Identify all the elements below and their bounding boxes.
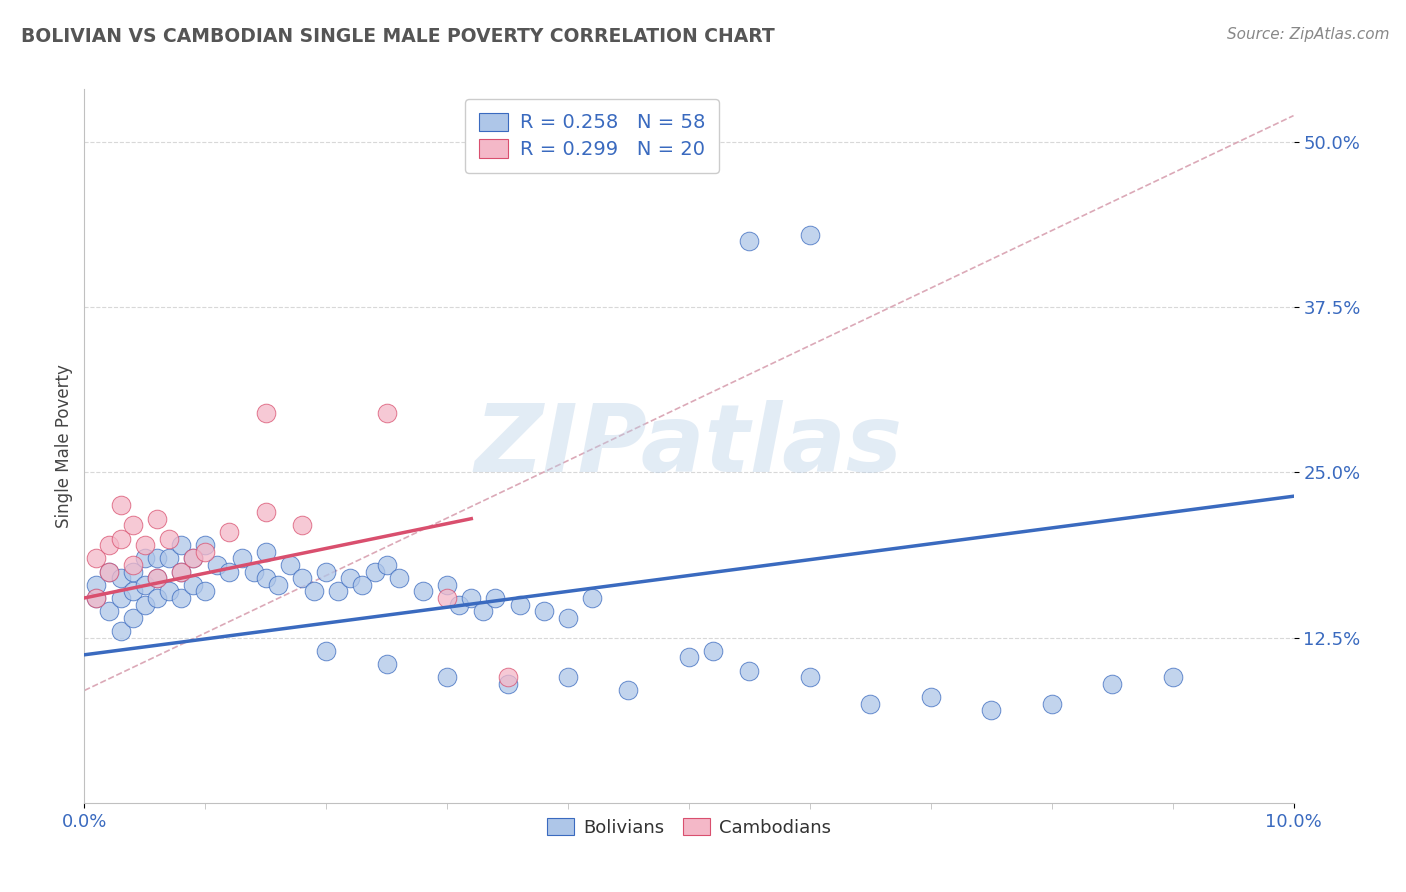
Point xyxy=(738,234,761,248)
Point xyxy=(181,551,204,566)
Point xyxy=(146,551,169,566)
Point xyxy=(254,545,277,559)
Point xyxy=(315,644,337,658)
Point xyxy=(110,499,132,513)
Point xyxy=(110,624,132,638)
Point xyxy=(218,524,240,539)
Point xyxy=(121,611,143,625)
Point xyxy=(97,565,120,579)
Point xyxy=(557,670,579,684)
Point xyxy=(134,551,156,566)
Point xyxy=(231,551,253,566)
Point xyxy=(194,584,217,599)
Point xyxy=(436,578,458,592)
Point xyxy=(388,571,411,585)
Point xyxy=(315,565,337,579)
Point xyxy=(472,604,495,618)
Point xyxy=(484,591,506,605)
Point xyxy=(146,571,169,585)
Point xyxy=(207,558,229,572)
Point xyxy=(980,703,1002,717)
Point xyxy=(110,591,132,605)
Point xyxy=(302,584,325,599)
Point xyxy=(1161,670,1184,684)
Point xyxy=(859,697,882,711)
Point xyxy=(1101,677,1123,691)
Point xyxy=(146,511,169,525)
Point xyxy=(121,565,143,579)
Point xyxy=(339,571,361,585)
Point xyxy=(496,677,519,691)
Point xyxy=(97,565,120,579)
Point xyxy=(86,551,108,566)
Point xyxy=(449,598,471,612)
Point xyxy=(110,532,132,546)
Point xyxy=(181,551,204,566)
Point xyxy=(291,518,314,533)
Point xyxy=(170,565,193,579)
Point xyxy=(218,565,240,579)
Point xyxy=(557,611,579,625)
Point xyxy=(291,571,314,585)
Point xyxy=(436,670,458,684)
Point xyxy=(157,551,180,566)
Point xyxy=(702,644,724,658)
Point xyxy=(412,584,434,599)
Point xyxy=(254,505,277,519)
Point xyxy=(278,558,301,572)
Point xyxy=(678,650,700,665)
Point xyxy=(86,591,108,605)
Point xyxy=(110,571,132,585)
Point xyxy=(170,538,193,552)
Point xyxy=(436,591,458,605)
Point xyxy=(267,578,290,592)
Point xyxy=(86,578,108,592)
Point xyxy=(1040,697,1063,711)
Point xyxy=(363,565,385,579)
Point xyxy=(97,538,120,552)
Point xyxy=(375,406,398,420)
Point xyxy=(121,518,143,533)
Y-axis label: Single Male Poverty: Single Male Poverty xyxy=(55,364,73,528)
Point xyxy=(146,591,169,605)
Point xyxy=(134,578,156,592)
Point xyxy=(254,571,277,585)
Point xyxy=(121,558,143,572)
Legend: Bolivians, Cambodians: Bolivians, Cambodians xyxy=(540,811,838,844)
Point xyxy=(194,538,217,552)
Point xyxy=(170,591,193,605)
Point xyxy=(134,538,156,552)
Text: Source: ZipAtlas.com: Source: ZipAtlas.com xyxy=(1226,27,1389,42)
Point xyxy=(375,558,398,572)
Point xyxy=(533,604,555,618)
Point xyxy=(242,565,264,579)
Point xyxy=(97,604,120,618)
Point xyxy=(617,683,640,698)
Text: BOLIVIAN VS CAMBODIAN SINGLE MALE POVERTY CORRELATION CHART: BOLIVIAN VS CAMBODIAN SINGLE MALE POVERT… xyxy=(21,27,775,45)
Point xyxy=(738,664,761,678)
Point xyxy=(134,598,156,612)
Point xyxy=(920,690,942,704)
Point xyxy=(86,591,108,605)
Point xyxy=(509,598,531,612)
Point xyxy=(254,406,277,420)
Point xyxy=(170,565,193,579)
Point xyxy=(375,657,398,671)
Point xyxy=(799,670,821,684)
Point xyxy=(181,578,204,592)
Text: ZIPatlas: ZIPatlas xyxy=(475,400,903,492)
Point xyxy=(352,578,374,592)
Point xyxy=(460,591,482,605)
Point xyxy=(157,584,180,599)
Point xyxy=(157,532,180,546)
Point xyxy=(799,227,821,242)
Point xyxy=(194,545,217,559)
Point xyxy=(328,584,350,599)
Point xyxy=(581,591,603,605)
Point xyxy=(121,584,143,599)
Point xyxy=(496,670,519,684)
Point xyxy=(146,571,169,585)
